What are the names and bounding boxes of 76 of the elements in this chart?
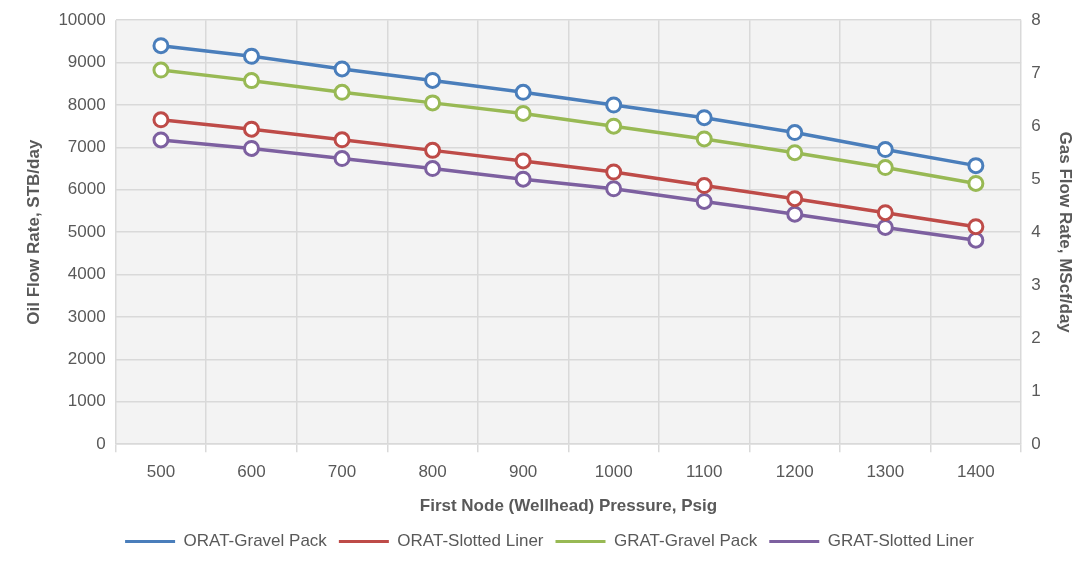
y2-tick-label: 5 — [1031, 168, 1041, 188]
point — [605, 117, 623, 135]
x-tick-label: 1200 — [775, 462, 814, 482]
point — [876, 159, 894, 177]
point — [424, 160, 442, 178]
x-tick-label: 1100 — [685, 462, 723, 482]
point — [333, 150, 351, 168]
point — [605, 163, 623, 181]
point — [967, 157, 985, 175]
point — [876, 204, 894, 222]
point — [786, 144, 804, 162]
point — [514, 170, 532, 188]
point — [242, 120, 260, 138]
point — [152, 37, 170, 55]
y-tick-label: 8000 — [67, 94, 106, 114]
y-tick-label: 6000 — [67, 179, 106, 199]
point — [424, 71, 442, 89]
point — [876, 141, 894, 159]
x-tick-label: 600 — [237, 462, 266, 482]
y2-tick-label: 1 — [1031, 380, 1041, 400]
x-tick-label: 900 — [508, 462, 538, 482]
point — [786, 190, 804, 208]
point — [424, 94, 442, 112]
point — [786, 205, 804, 223]
point — [786, 124, 804, 142]
y2-tick-label: 4 — [1031, 221, 1041, 241]
point — [695, 109, 713, 127]
legend-label: ORAT-Slotted Liner — [397, 531, 544, 551]
x-axis-title: First Node (Wellhead) Pressure, Psig — [419, 496, 718, 516]
y-axis-title: Oil Flow Rate, STB/day — [23, 139, 43, 325]
legend-label: ORAT-Gravel Pack — [183, 531, 328, 551]
x-tick-label: 800 — [418, 462, 447, 482]
x-tick-label: 700 — [327, 462, 357, 482]
y-tick-label: 10000 — [58, 9, 106, 29]
point — [333, 131, 351, 149]
point — [242, 139, 260, 157]
legend-label: GRAT-Slotted Liner — [827, 531, 975, 551]
y-tick-label: 0 — [96, 433, 106, 453]
point — [514, 152, 532, 170]
x-tick-label: 1400 — [956, 462, 995, 482]
point — [242, 72, 260, 90]
point — [876, 218, 894, 236]
x-tick-label: 1000 — [594, 462, 633, 482]
y-tick-label: 7000 — [67, 137, 106, 157]
legend-label: GRAT-Gravel Pack — [614, 531, 758, 551]
y2-tick-label: 6 — [1031, 115, 1041, 135]
point — [695, 130, 713, 148]
point — [424, 141, 442, 159]
point — [605, 180, 623, 198]
x-tick-label: 1300 — [866, 462, 905, 482]
y2-tick-label: 8 — [1031, 9, 1041, 29]
y2-tick-label: 7 — [1031, 62, 1041, 82]
point — [695, 177, 713, 195]
point — [605, 96, 623, 114]
point — [695, 192, 713, 210]
y2-tick-label: 2 — [1031, 327, 1041, 347]
y2-tick-label: 3 — [1031, 274, 1041, 294]
point — [152, 111, 170, 129]
y-tick-label: 4000 — [67, 264, 106, 284]
y-tick-label: 9000 — [67, 52, 106, 72]
y-tick-label: 1000 — [67, 391, 106, 411]
x-tick-label: 500 — [146, 462, 176, 482]
point — [333, 83, 351, 101]
point — [242, 47, 260, 65]
y2-tick-label: 0 — [1031, 433, 1041, 453]
y-tick-label: 3000 — [67, 306, 106, 326]
point — [333, 60, 351, 78]
point — [514, 83, 532, 101]
y-tick-label: 2000 — [67, 349, 106, 369]
y-tick-label: 5000 — [67, 221, 106, 241]
point — [967, 174, 985, 192]
point — [152, 131, 170, 149]
point — [967, 218, 985, 236]
y2-axis-title: Gas Flow Rate, MScf/day — [1056, 131, 1076, 334]
point — [152, 61, 170, 79]
point — [514, 104, 532, 122]
